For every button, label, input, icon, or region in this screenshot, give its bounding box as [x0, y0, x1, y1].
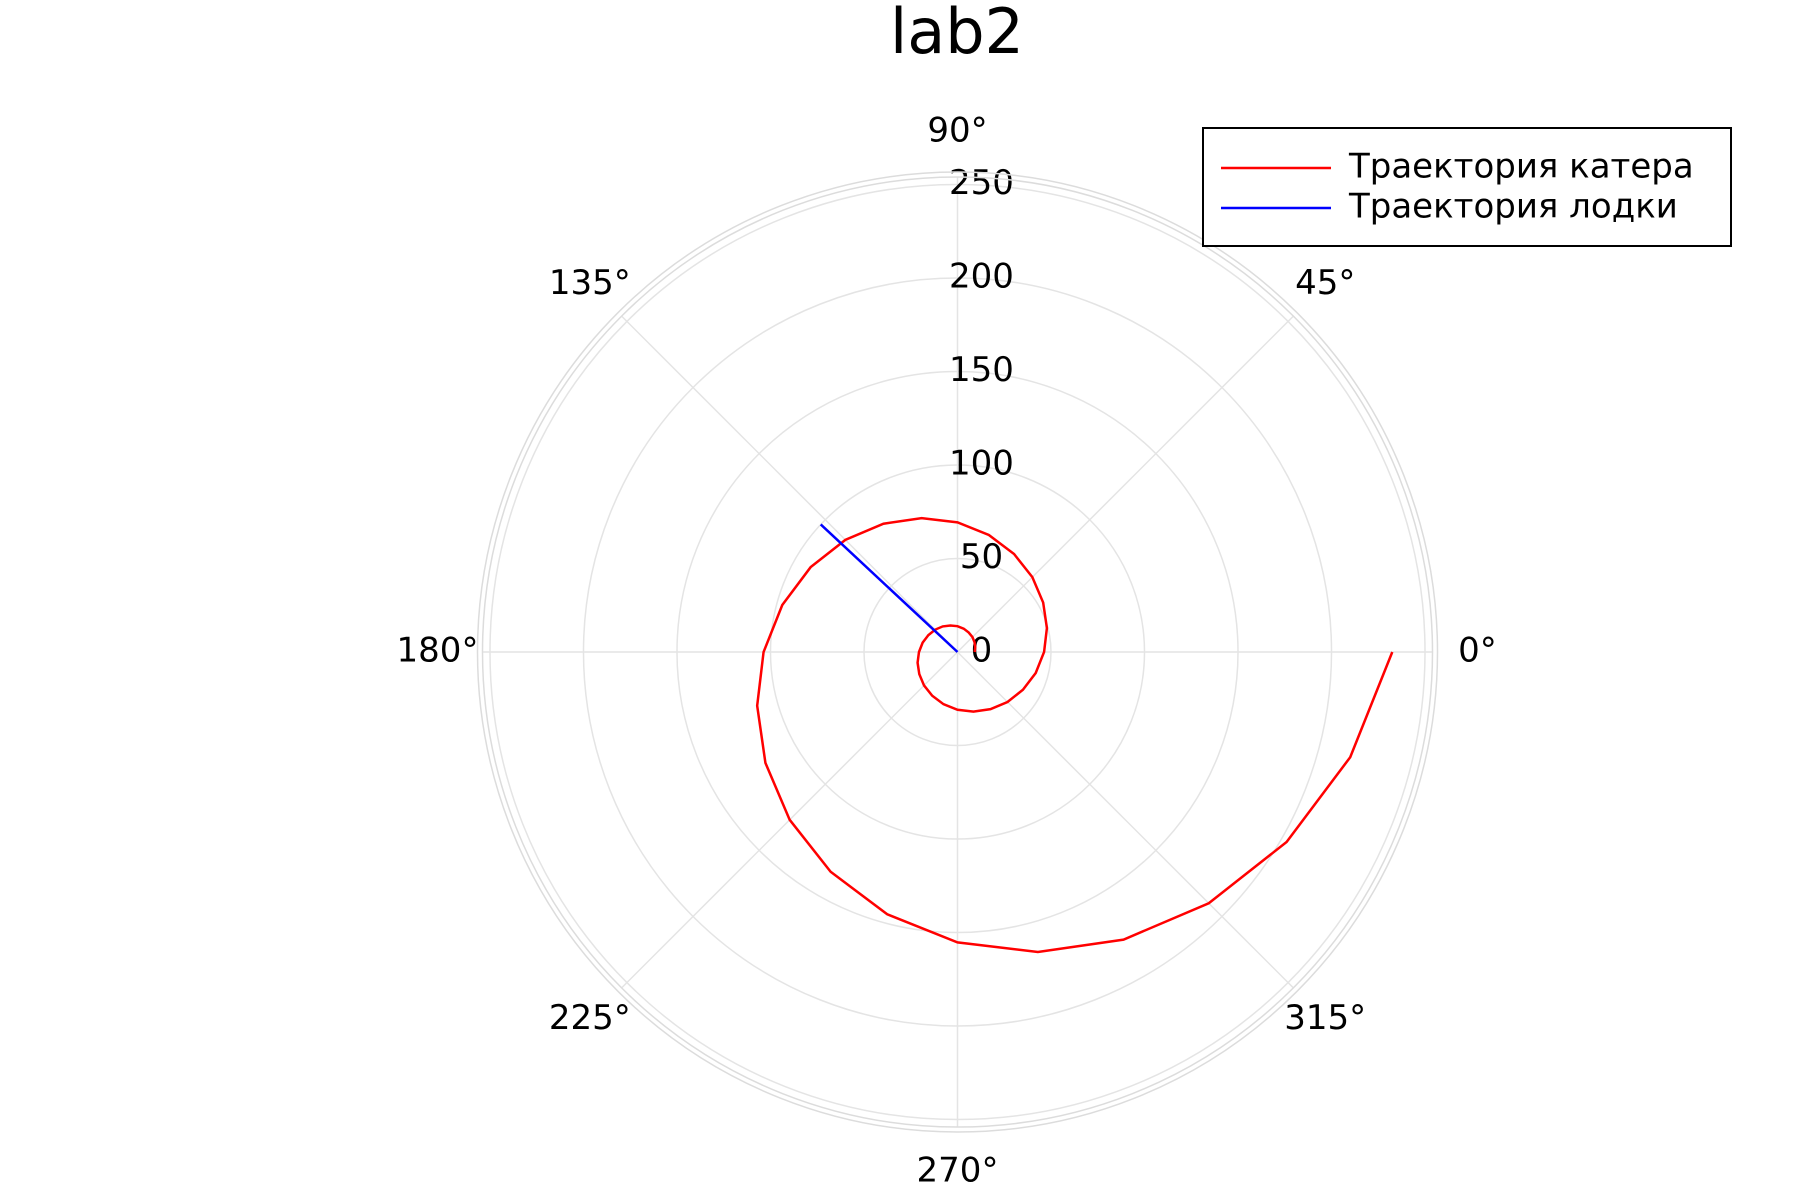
r-grid-circle — [582, 277, 1333, 1027]
theta-tick-label: 90° — [927, 111, 987, 151]
series-line — [819, 523, 959, 653]
r-grid-circle — [769, 464, 1146, 840]
r-tick-label: 50 — [960, 537, 1003, 577]
theta-tick-label: 270° — [917, 1151, 999, 1191]
legend-label: Траектория лодки — [1348, 187, 1678, 227]
theta-tick-label: 135° — [549, 263, 631, 303]
r-grid-circle — [863, 557, 1052, 747]
theta-tick-label: 225° — [549, 998, 631, 1038]
theta-tick-label: 45° — [1295, 263, 1355, 303]
theta-tick-label: 315° — [1284, 998, 1366, 1038]
theta-grid-line — [956, 315, 1294, 653]
series-line — [755, 516, 1394, 954]
theta-tick-label: 180° — [397, 631, 479, 671]
r-tick-label: 100 — [949, 443, 1014, 483]
theta-grid-line — [621, 315, 959, 653]
r-grid-circle — [489, 183, 1426, 1121]
polar-frame — [481, 176, 1434, 1128]
r-tick-label: 250 — [949, 163, 1014, 203]
chart-title: lab2 — [890, 0, 1024, 68]
polar-frame-outer — [476, 171, 1439, 1133]
r-tick-label: 0 — [971, 631, 993, 671]
theta-grid-line — [956, 651, 1294, 989]
r-tick-label: 200 — [949, 256, 1014, 296]
r-grid-circle — [676, 370, 1239, 934]
r-tick-label: 150 — [949, 350, 1014, 390]
theta-tick-label: 0° — [1458, 631, 1497, 671]
legend-label: Траектория катера — [1348, 147, 1694, 187]
legend-box — [1202, 127, 1732, 247]
